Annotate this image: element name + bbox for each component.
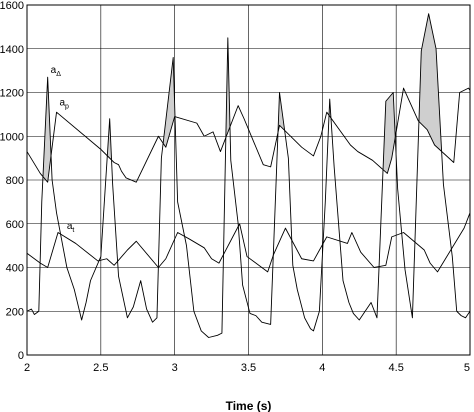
series-line-at <box>26 212 471 273</box>
y-tick-label: 1200 <box>0 88 24 100</box>
series-lines <box>26 13 471 338</box>
plot-frame <box>26 4 471 356</box>
series-label-sub: p <box>65 104 69 111</box>
series-label-sub: t <box>72 227 74 234</box>
x-tick-label: 3 <box>172 362 178 374</box>
y-tick-label: 1000 <box>0 131 24 143</box>
series-line-aD <box>26 13 471 338</box>
x-tick-label: 3.5 <box>241 362 256 374</box>
series-label: aΔ <box>51 65 62 78</box>
grid <box>26 4 471 356</box>
series-label-main: a <box>67 221 73 232</box>
x-tick-label: 2.5 <box>93 362 108 374</box>
y-tick-label: 1400 <box>0 44 24 56</box>
series-line-ap <box>26 87 471 183</box>
x-axis-title: Time (s) <box>226 399 272 412</box>
x-tick-label: 4 <box>319 362 325 374</box>
series-label: at <box>67 221 75 234</box>
x-tick-label: 2 <box>24 362 30 374</box>
x-tick-label: 5 <box>464 362 470 374</box>
y-tick-label: 0 <box>18 350 24 362</box>
y-tick-label: 400 <box>6 263 24 275</box>
tick-labels: 0 200 400 600 800 1000 1200 1400 1600 2 2.5 3 3.5 4 4.… <box>0 0 470 374</box>
y-tick-label: 600 <box>6 219 24 231</box>
x-tick-label: 4.5 <box>389 362 404 374</box>
series-label-sub: Δ <box>56 71 61 78</box>
series-label-main: a <box>59 98 65 109</box>
y-tick-label: 800 <box>6 175 24 187</box>
series-label-main: a <box>51 65 57 76</box>
y-tick-label: 200 <box>6 306 24 318</box>
series-label: ap <box>59 98 69 111</box>
y-tick-label: 1600 <box>0 0 24 12</box>
